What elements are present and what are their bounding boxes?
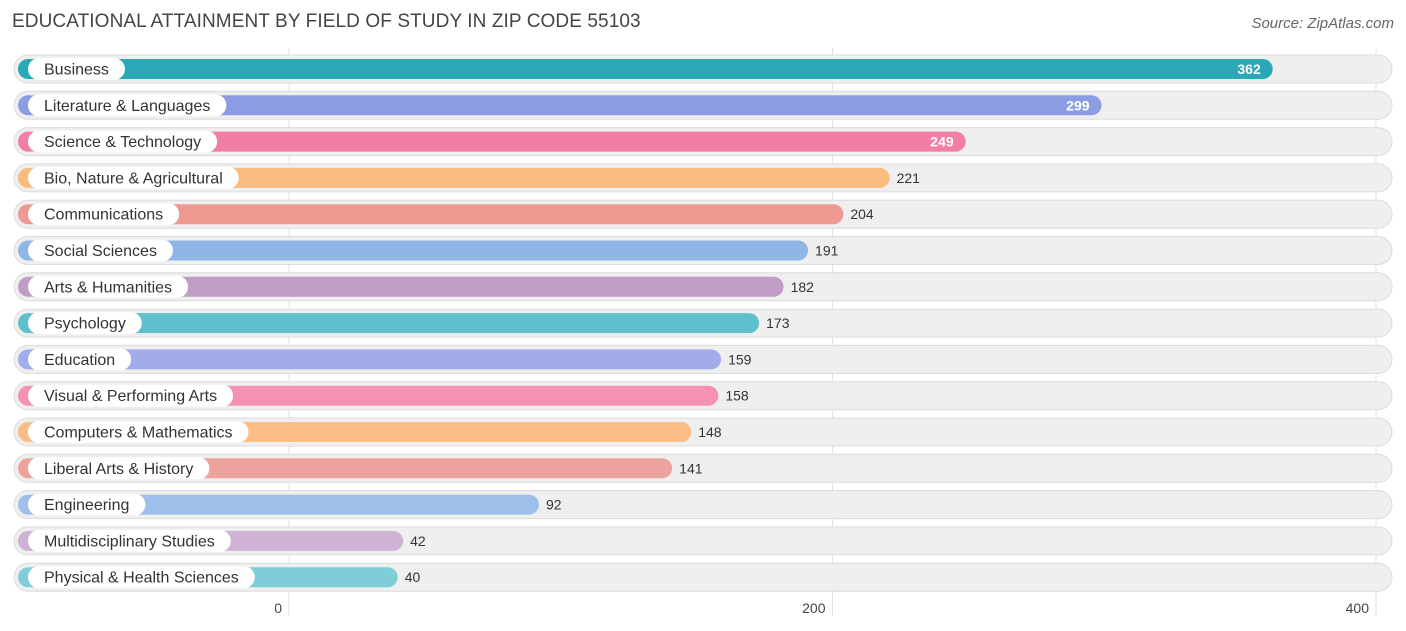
category-label-pill	[28, 421, 249, 443]
chart-title: EDUCATIONAL ATTAINMENT BY FIELD OF STUDY…	[12, 11, 641, 32]
category-label: Social Sciences	[44, 243, 157, 260]
chart-source: Source: ZipAtlas.com	[1251, 15, 1394, 32]
value-label: 221	[897, 170, 921, 186]
value-label: 92	[546, 497, 562, 513]
bar-row: Education 159	[13, 344, 1393, 374]
value-label: 42	[410, 533, 426, 549]
category-label-pill	[28, 275, 189, 298]
category-label: Bio, Nature & Agricultural	[44, 170, 223, 187]
category-label-pill	[28, 457, 210, 480]
value-label: 249	[930, 134, 954, 150]
bar-row: Liberal Arts & History 141	[13, 453, 1393, 483]
value-label: 182	[791, 279, 815, 295]
bar-row: Arts & Humanities 182	[13, 272, 1393, 302]
bar-row: Psychology 173	[13, 308, 1393, 338]
bar	[18, 349, 722, 370]
value-label: 159	[728, 351, 752, 367]
category-label-pill	[28, 566, 255, 589]
category-label: Physical & Health Sciences	[44, 570, 239, 587]
category-label-pill	[28, 493, 146, 516]
x-tick-label: 200	[802, 600, 826, 616]
bar-row: Communications 204	[13, 199, 1393, 229]
value-label: 141	[679, 460, 703, 476]
bar	[18, 240, 809, 261]
category-label: Visual & Performing Arts	[44, 388, 217, 405]
category-label-pill	[28, 58, 125, 80]
value-label: 40	[405, 569, 421, 585]
value-label: 173	[766, 315, 790, 331]
category-label: Psychology	[44, 316, 126, 333]
category-label-pill	[28, 94, 227, 117]
bar	[18, 95, 1102, 116]
bar-row: Business 362	[13, 54, 1393, 84]
category-label: Education	[44, 352, 115, 369]
bar	[18, 204, 844, 225]
value-label: 362	[1237, 61, 1261, 77]
category-label-pill	[28, 348, 132, 371]
bar-row: Computers & Mathematics 148	[13, 417, 1393, 447]
bar-row: Bio, Nature & Agricultural 221	[13, 163, 1393, 193]
category-label: Literature & Languages	[44, 98, 210, 115]
bar-row: Engineering 92	[13, 490, 1393, 520]
bar-row: Social Sciences 191	[13, 236, 1393, 265]
category-label-pill	[28, 239, 173, 262]
value-label: 299	[1066, 97, 1090, 113]
value-label: 148	[698, 424, 722, 440]
bar	[18, 131, 966, 152]
value-label: 158	[725, 388, 749, 404]
bar-row: Literature & Languages 299	[13, 90, 1393, 120]
category-label-pill	[28, 203, 180, 226]
category-label-pill	[28, 130, 218, 153]
bar	[18, 276, 784, 297]
bar	[18, 59, 1273, 79]
category-label: Science & Technology	[44, 134, 201, 151]
category-label-pill	[28, 384, 234, 407]
bar	[18, 494, 540, 515]
category-label: Communications	[44, 207, 163, 224]
category-label: Liberal Arts & History	[44, 461, 193, 478]
bar-row: Physical & Health Sciences 40	[13, 562, 1393, 592]
bar-row: Visual & Performing Arts 158	[13, 381, 1393, 411]
bar-row: Multidisciplinary Studies 42	[13, 526, 1393, 556]
category-label-pill	[28, 529, 231, 552]
category-label: Engineering	[44, 497, 129, 514]
category-label: Computers & Mathematics	[44, 425, 233, 442]
category-label: Arts & Humanities	[44, 279, 172, 296]
bar-row: Science & Technology 249	[13, 127, 1393, 157]
value-label: 191	[815, 243, 839, 259]
category-label-pill	[28, 166, 239, 189]
value-label: 204	[850, 206, 874, 222]
category-label-pill	[28, 312, 142, 335]
x-tick-label: 0	[274, 600, 282, 616]
category-label: Business	[44, 62, 109, 79]
x-tick-label: 400	[1346, 600, 1370, 616]
category-label: Multidisciplinary Studies	[44, 533, 215, 550]
bar	[18, 313, 760, 334]
